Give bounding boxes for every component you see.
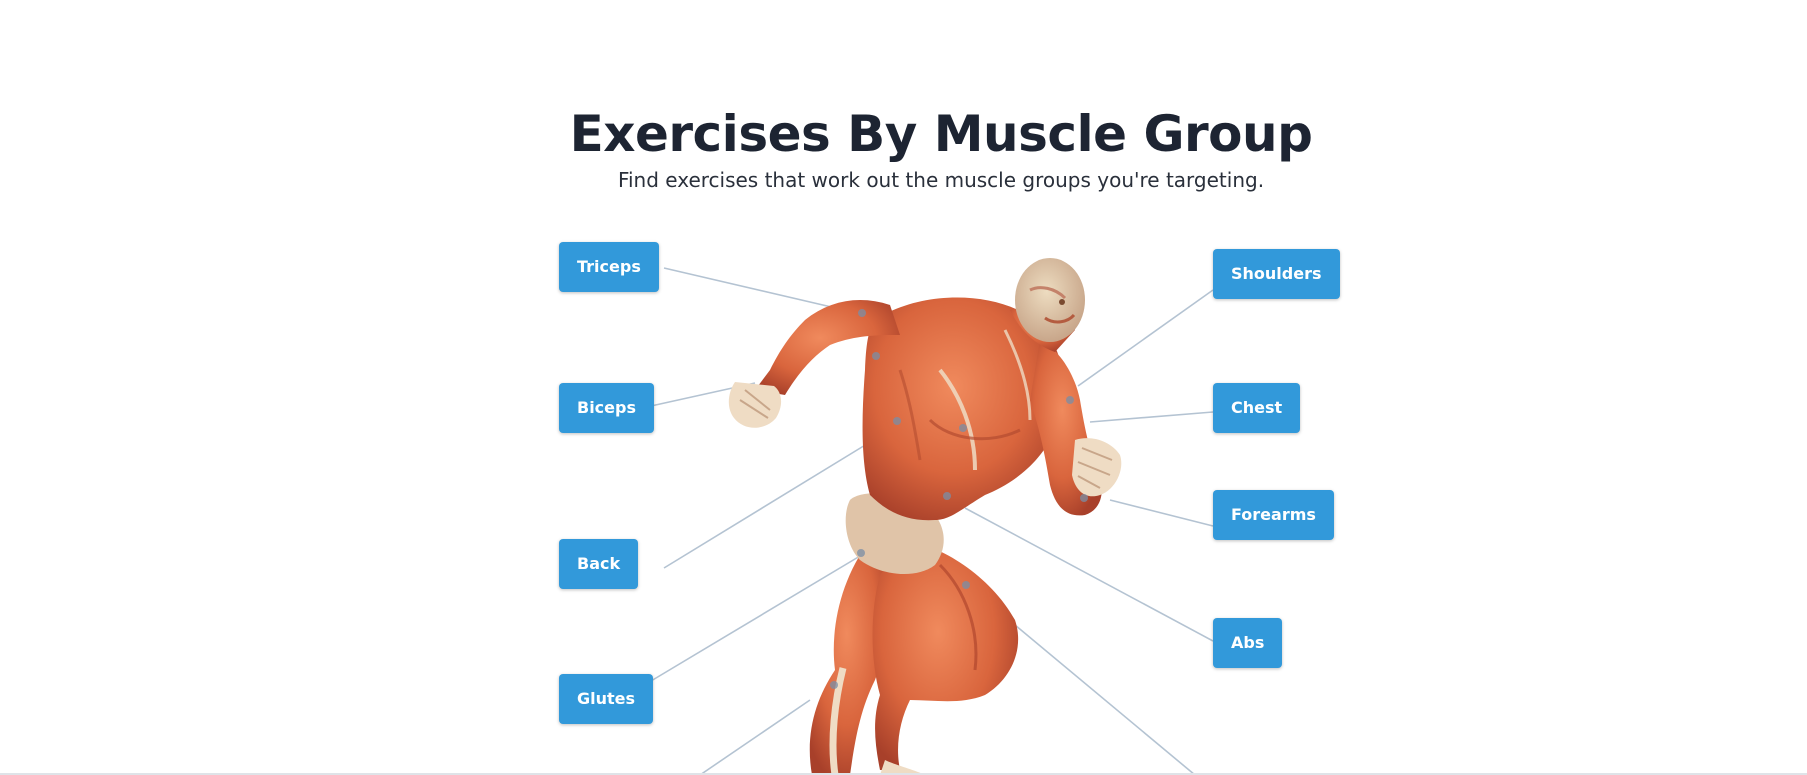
back-button[interactable]: Back (559, 539, 639, 589)
abs-button[interactable]: Abs (1213, 618, 1283, 668)
right-leg (872, 540, 1019, 775)
biceps-button[interactable]: Biceps (559, 383, 654, 433)
chest-button[interactable]: Chest (1213, 383, 1301, 433)
glutes-button[interactable]: Glutes (559, 674, 654, 724)
page-subtitle: Find exercises that work out the muscle … (617, 168, 1265, 192)
triceps-button[interactable]: Triceps (559, 242, 659, 292)
left-arm (728, 300, 900, 428)
left-leg (809, 540, 892, 775)
torso (862, 297, 1064, 521)
leader-lines (650, 267, 1214, 775)
bottom-divider (0, 773, 1807, 775)
forearms-button[interactable]: Forearms (1213, 490, 1334, 540)
page-title: Exercises By Muscle Group (569, 105, 1313, 163)
muscle-markers (830, 309, 1088, 689)
right-arm (1030, 340, 1122, 516)
shoulders-button[interactable]: Shoulders (1213, 249, 1340, 299)
head (1010, 258, 1085, 352)
